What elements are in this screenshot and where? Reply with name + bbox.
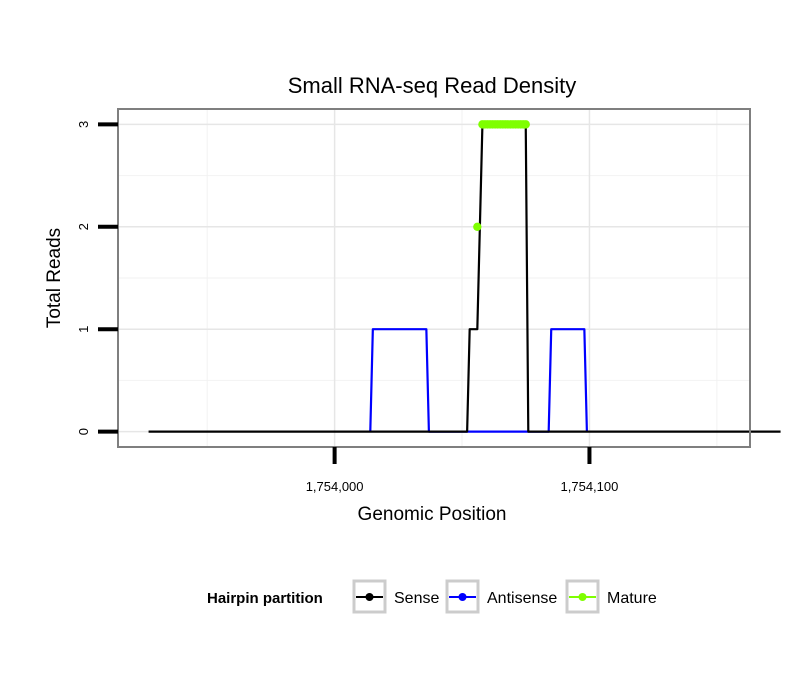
y-tick-label: 1 (76, 326, 91, 333)
legend-sense-label: Sense (394, 590, 439, 607)
legend-mature-dot (578, 593, 587, 601)
x-tick-label: 1,754,100 (561, 479, 619, 494)
legend-item-sense: Sense (352, 579, 439, 614)
y-tick-label: 0 (76, 428, 91, 435)
data-point-mature (473, 222, 482, 231)
series-mature (473, 120, 530, 231)
legend-antisense-label: Antisense (487, 590, 557, 607)
legend-item-antisense: Antisense (445, 579, 557, 614)
y-axis-label: Total Reads (44, 228, 65, 328)
x-axis: 1,754,000 1,754,100 (306, 447, 619, 494)
data-point-mature (521, 120, 530, 129)
y-tick-label: 3 (76, 121, 91, 128)
y-axis: 0 1 2 3 (76, 121, 118, 435)
legend-antisense-dot (458, 593, 467, 601)
x-tick-label: 1,754,000 (306, 479, 364, 494)
plot-border (117, 108, 751, 448)
legend-item-mature: Mature (565, 579, 657, 614)
x-axis-label: Genomic Position (358, 504, 507, 525)
legend: Hairpin partition Sense Antisense Mature (207, 579, 657, 614)
y-tick-label: 2 (76, 223, 91, 230)
chart-title: Small RNA-seq Read Density (288, 73, 577, 98)
legend-title: Hairpin partition (207, 590, 323, 607)
series-layer (148, 120, 781, 433)
legend-sense-dot (365, 593, 374, 601)
legend-mature-label: Mature (607, 590, 657, 607)
